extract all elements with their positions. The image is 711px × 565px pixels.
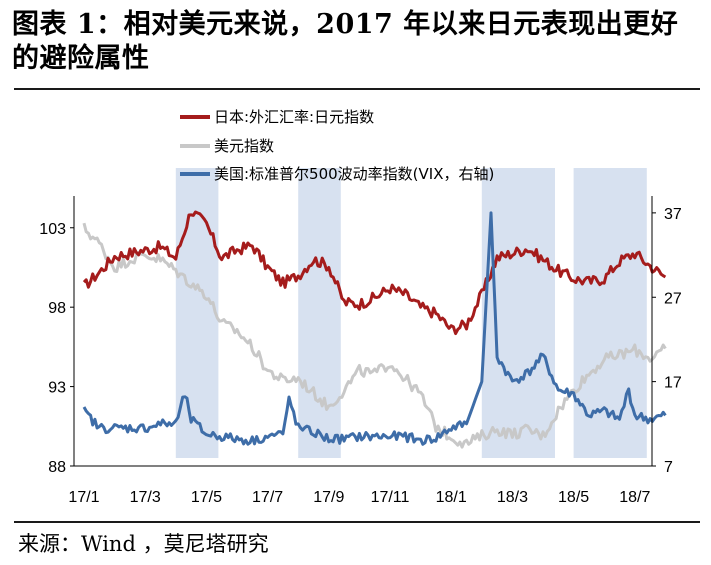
legend-label-vix: 美国:标准普尔500波动率指数(VIX，右轴) (214, 165, 494, 183)
legend-label-jpy: 日本:外汇汇率:日元指数 (214, 108, 374, 126)
right-tick-label: 17 (664, 375, 682, 392)
chart: 17/1 17/3 17/5 17/7 17/9 17/11 18/1 18/3 18/5 18/… (39, 108, 682, 506)
chart-title: 图表 1：相对美元来说，2017 年以来日元表现出更好的避险属性 (12, 9, 679, 74)
left-tick-label: 98 (48, 300, 66, 317)
top-rule (14, 88, 700, 90)
x-tick-label: 17/5 (191, 489, 222, 506)
x-tick-label: 17/3 (130, 489, 161, 506)
x-tick-label: 18/7 (619, 489, 650, 506)
x-tick-label: 17/7 (252, 489, 283, 506)
x-tick-label: 18/1 (436, 489, 467, 506)
shaded-period-1 (175, 168, 219, 458)
shaded-period-2 (298, 168, 341, 458)
right-tick-label: 7 (664, 459, 673, 476)
shaded-period-3 (481, 168, 555, 458)
left-tick-label: 93 (48, 380, 66, 397)
bottom-rule (14, 521, 700, 523)
left-tick-label: 103 (39, 221, 66, 238)
x-tick-label: 18/3 (497, 489, 528, 506)
series-lines (82, 210, 667, 449)
x-tick-label: 17/9 (313, 489, 344, 506)
shaded-periods (175, 168, 647, 458)
x-tick-label: 17/1 (68, 489, 99, 506)
x-tick-label: 18/5 (558, 489, 589, 506)
source-note: 来源：Wind ，莫尼塔研究 (18, 532, 269, 556)
series-line-1 (82, 210, 667, 336)
right-tick-label: 27 (664, 290, 682, 307)
series-line-3 (82, 211, 667, 446)
legend: 日本:外汇汇率:日元指数 美元指数 美国:标准普尔500波动率指数(VIX，右轴… (180, 108, 494, 183)
legend-label-usd: 美元指数 (214, 137, 274, 155)
x-tick-label: 17/11 (371, 489, 410, 506)
axis-ticks: 17/1 17/3 17/5 17/7 17/9 17/11 18/1 18/3 18/5 18/… (39, 206, 682, 506)
right-tick-label: 37 (664, 206, 682, 223)
left-tick-label: 88 (48, 459, 66, 476)
